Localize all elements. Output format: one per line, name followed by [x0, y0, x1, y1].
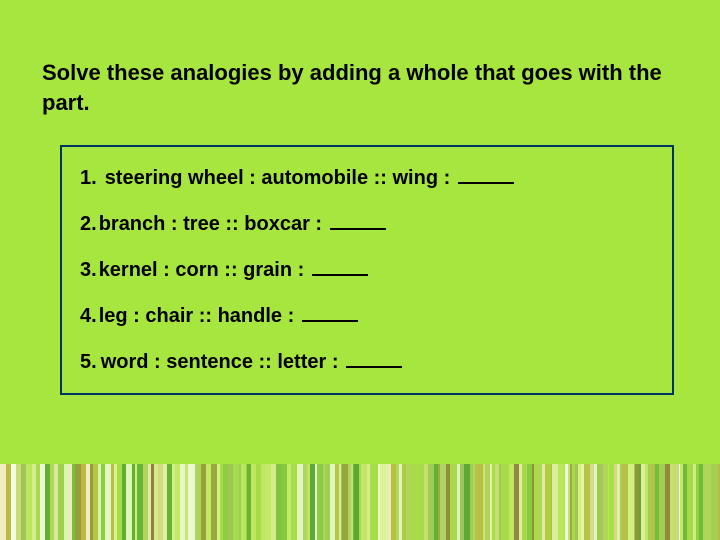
question-text: leg : chair :: handle :	[99, 305, 300, 327]
instruction-text: Solve these analogies by adding a whole …	[42, 58, 678, 117]
answer-blank[interactable]	[330, 211, 386, 230]
question-number: 4.	[80, 303, 97, 329]
question-2: 2.branch : tree :: boxcar :	[80, 211, 654, 237]
question-text: word : sentence :: letter :	[101, 351, 344, 373]
question-number: 3.	[80, 257, 97, 283]
question-text: steering wheel : automobile :: wing :	[105, 167, 456, 189]
answer-blank[interactable]	[312, 257, 368, 276]
answer-blank[interactable]	[458, 165, 514, 184]
question-5: 5.word : sentence :: letter :	[80, 349, 654, 375]
question-number: 1.	[80, 165, 97, 191]
answer-blank[interactable]	[346, 349, 402, 368]
answer-blank[interactable]	[302, 303, 358, 322]
question-text: kernel : corn :: grain :	[99, 259, 310, 281]
question-4: 4.leg : chair :: handle :	[80, 303, 654, 329]
questions-box: 1.steering wheel : automobile :: wing : …	[60, 145, 674, 395]
question-number: 2.	[80, 211, 97, 237]
question-number: 5.	[80, 349, 97, 375]
decorative-stripes	[0, 464, 720, 540]
question-1: 1. steering wheel : automobile :: wing :	[80, 165, 654, 191]
question-3: 3.kernel : corn :: grain :	[80, 257, 654, 283]
question-text: branch : tree :: boxcar :	[99, 213, 328, 235]
worksheet-content: Solve these analogies by adding a whole …	[0, 0, 720, 395]
